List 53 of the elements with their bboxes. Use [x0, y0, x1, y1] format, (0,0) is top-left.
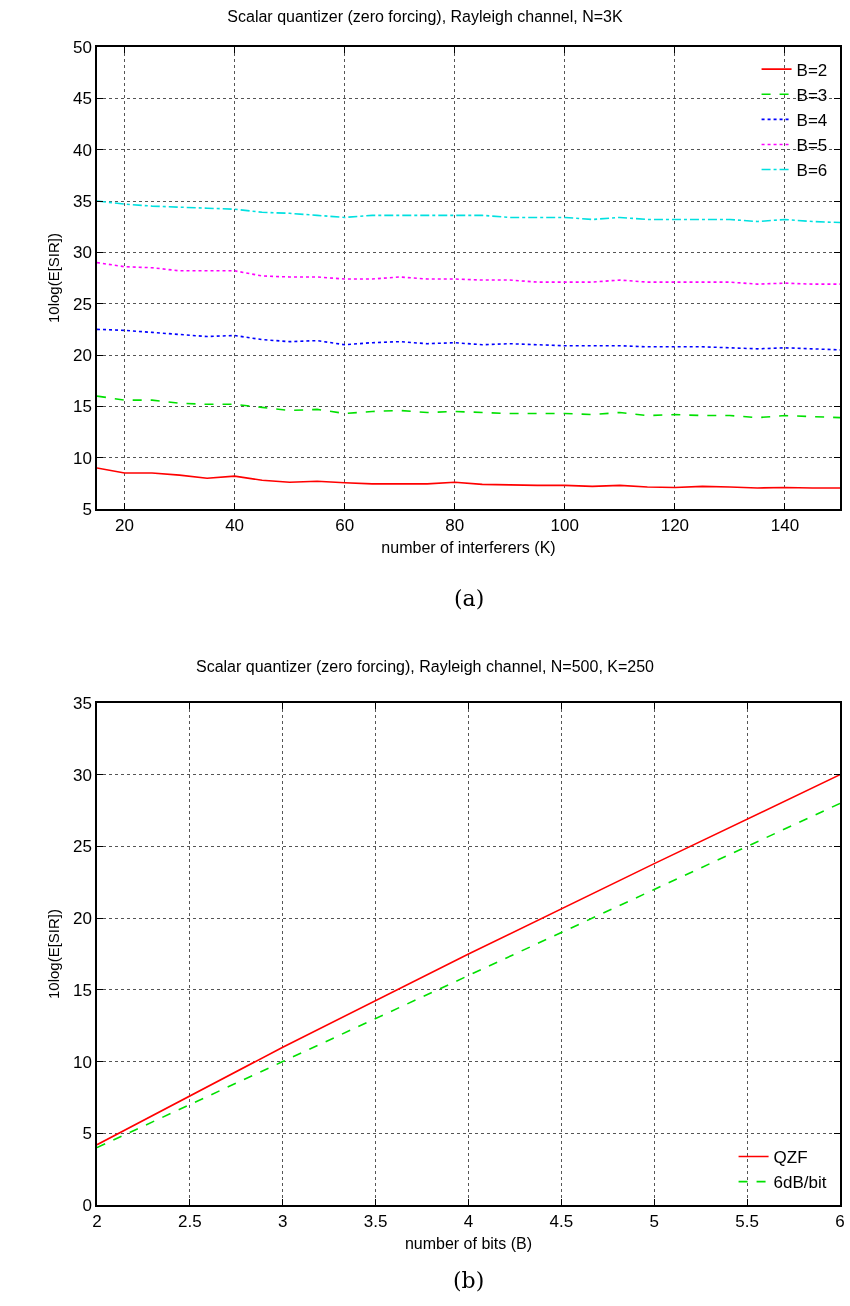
y-tick-label: 20: [72, 909, 92, 929]
legend-label: B=6: [796, 161, 828, 181]
y-tick-label: 50: [72, 37, 92, 57]
x-tick-label: 3.5: [363, 1212, 388, 1232]
y-axis-title: 10log(E[SIR]): [44, 232, 62, 324]
line-series: [97, 261, 840, 285]
x-tick-label: 3: [278, 1212, 288, 1232]
x-tick-label: 2: [92, 1212, 102, 1232]
y-tick-label: 10: [72, 1052, 92, 1072]
x-tick-label: 40: [225, 516, 245, 536]
x-tick-label: 2.5: [178, 1212, 202, 1232]
y-tick-label: 5: [82, 1124, 92, 1144]
y-tick-label: 15: [72, 397, 92, 417]
y-tick-label: 5: [82, 499, 92, 519]
legend-label: B=4: [796, 111, 828, 130]
x-axis-title: number of bits (B): [404, 1235, 533, 1253]
y-tick-label: 45: [72, 89, 92, 109]
legend-label: B=5: [796, 136, 828, 156]
x-axis-title: number of interferers (K): [381, 539, 556, 557]
chart-title: Scalar quantizer (zero forcing), Rayleigh channel, N=3K: [227, 7, 623, 25]
legend-label: B=2: [796, 60, 828, 80]
x-tick-label: 140: [770, 516, 800, 536]
y-axis-title: 10log(E[SIR]): [44, 908, 62, 1000]
y-tick-label: 15: [72, 980, 92, 1000]
y-tick-label: 25: [72, 294, 92, 314]
legend-label: QZF: [773, 1148, 808, 1168]
x-tick-label: 5.5: [735, 1212, 759, 1232]
x-tick-label: 4: [463, 1212, 474, 1232]
x-tick-label: 6: [835, 1212, 845, 1232]
chart-title: Scalar quantizer (zero forcing), Rayleigh channel, N=500, K=250: [195, 657, 655, 675]
x-tick-label: 60: [335, 516, 355, 536]
legend-label: B=3: [796, 85, 828, 105]
y-tick-label: 25: [72, 837, 92, 857]
x-tick-label: 4.5: [549, 1212, 574, 1232]
y-tick-label: 0: [82, 1195, 92, 1215]
y-tick-label: 10: [72, 448, 92, 468]
y-tick-label: 40: [72, 140, 92, 160]
line-series: [97, 328, 840, 351]
x-tick-label: 5: [649, 1212, 659, 1232]
text: (a): [454, 586, 485, 611]
x-tick-label: 100: [550, 516, 579, 536]
x-tick-label: 20: [115, 516, 134, 536]
line-series: [97, 467, 840, 489]
y-tick-label: 30: [72, 243, 92, 263]
text: (b): [453, 1268, 485, 1293]
y-tick-label: 30: [72, 765, 92, 785]
y-tick-label: 35: [72, 693, 92, 713]
line-series: [97, 395, 840, 419]
x-tick-label: 120: [660, 516, 690, 536]
y-tick-label: 35: [72, 191, 92, 211]
x-tick-label: 80: [445, 516, 465, 536]
y-tick-label: 20: [72, 345, 92, 365]
legend-label: 6dB/bit: [773, 1173, 827, 1193]
